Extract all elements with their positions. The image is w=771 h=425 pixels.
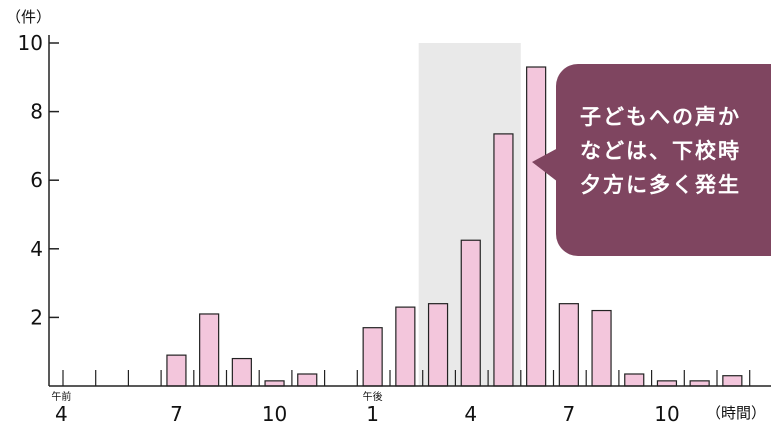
bar	[297, 373, 318, 387]
bar	[199, 313, 220, 387]
bar	[395, 306, 416, 387]
callout-tail	[532, 148, 558, 182]
y-unit-label: （件）	[6, 8, 51, 26]
x-tick-label: 4	[464, 402, 477, 425]
x-unit-label: （時間）	[706, 404, 766, 422]
callout-text: 子どもへの声か などは、下校時 夕方に多く発生	[580, 100, 771, 202]
bar	[460, 239, 481, 387]
bar	[656, 380, 678, 387]
bar	[591, 309, 612, 387]
y-tick-label: 4	[30, 237, 43, 261]
bar	[526, 66, 547, 387]
bar	[166, 354, 187, 387]
bar	[231, 357, 252, 387]
x-tick-sublabel: 午後	[363, 390, 383, 403]
callout-bubble	[556, 64, 771, 256]
y-tick-label: 2	[30, 305, 43, 329]
y-tick-label: 6	[30, 168, 43, 192]
bar	[558, 303, 579, 387]
bar	[264, 380, 285, 387]
bar	[624, 373, 645, 387]
x-tick-label: 4	[55, 402, 68, 425]
x-tick-label: 1	[366, 402, 379, 425]
bar	[362, 327, 383, 387]
y-tick-label: 8	[30, 100, 43, 124]
y-tick-label: 10	[18, 31, 43, 55]
bar	[493, 133, 514, 387]
bar	[689, 380, 710, 387]
callout-line-2: などは、下校時	[580, 139, 741, 163]
x-tick-sublabel: 午前	[51, 390, 71, 403]
bar	[722, 375, 743, 387]
x-tick-label: 10	[654, 402, 679, 425]
x-tick-label: 7	[170, 402, 183, 425]
callout-line-3: 夕方に多く発生	[580, 173, 741, 197]
x-tick-label: 10	[262, 402, 287, 425]
x-tick-label: 7	[562, 402, 575, 425]
bar	[427, 303, 449, 387]
callout-line-1: 子どもへの声か	[580, 105, 741, 129]
